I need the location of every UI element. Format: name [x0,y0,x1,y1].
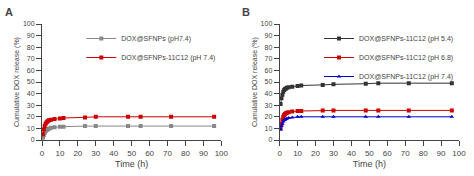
svg-text:20: 20 [264,113,272,120]
svg-text:DOX@SFNPs (pH7.4): DOX@SFNPs (pH7.4) [121,35,191,43]
svg-text:30: 30 [91,149,100,158]
svg-text:30: 30 [264,102,272,109]
svg-text:20: 20 [311,149,320,158]
svg-text:60: 60 [27,67,35,74]
svg-text:40: 40 [27,90,35,97]
svg-text:40: 40 [347,149,356,158]
svg-text:A: A [5,6,13,18]
svg-text:DOX@SFNPs-11C12 (pH 6.8): DOX@SFNPs-11C12 (pH 6.8) [359,54,453,62]
svg-text:70: 70 [264,55,272,62]
svg-text:10: 10 [55,149,64,158]
svg-text:0: 0 [268,136,272,143]
svg-text:0: 0 [40,149,45,158]
svg-text:20: 20 [27,113,35,120]
svg-text:60: 60 [145,149,154,158]
svg-text:50: 50 [27,78,35,85]
svg-text:DOX@SFNPs-11C12 (pH 7.4): DOX@SFNPs-11C12 (pH 7.4) [359,73,453,81]
svg-text:30: 30 [329,149,338,158]
svg-text:60: 60 [383,149,392,158]
svg-text:90: 90 [437,149,446,158]
svg-text:0: 0 [31,136,35,143]
svg-text:B: B [242,6,250,18]
svg-text:DOX@SFNPs-11C12 (pH 5.4): DOX@SFNPs-11C12 (pH 5.4) [359,35,453,43]
svg-text:Cumulative DOX release (%): Cumulative DOX release (%) [251,37,259,127]
svg-text:10: 10 [264,125,272,132]
svg-text:70: 70 [163,149,172,158]
svg-text:0: 0 [277,149,282,158]
svg-text:Time (h): Time (h) [115,159,148,169]
svg-text:70: 70 [27,55,35,62]
svg-text:90: 90 [199,149,208,158]
svg-text:100: 100 [261,20,273,27]
svg-text:Cumulative DOX release (%): Cumulative DOX release (%) [13,37,21,127]
svg-text:100: 100 [452,149,466,158]
svg-text:10: 10 [293,149,302,158]
svg-text:40: 40 [264,90,272,97]
svg-text:DOX@SFNPs-11C12 (pH 7.4): DOX@SFNPs-11C12 (pH 7.4) [121,54,215,62]
svg-text:70: 70 [401,149,410,158]
svg-text:Time (h): Time (h) [353,159,386,169]
svg-text:30: 30 [27,102,35,109]
svg-text:20: 20 [73,149,82,158]
svg-text:90: 90 [27,32,35,39]
svg-text:50: 50 [365,149,374,158]
svg-text:100: 100 [215,149,229,158]
svg-text:80: 80 [27,44,35,51]
svg-text:50: 50 [264,78,272,85]
svg-text:50: 50 [127,149,136,158]
svg-text:90: 90 [264,32,272,39]
svg-text:40: 40 [109,149,118,158]
svg-text:60: 60 [264,67,272,74]
svg-text:80: 80 [419,149,428,158]
svg-text:80: 80 [264,44,272,51]
svg-text:80: 80 [181,149,190,158]
svg-text:10: 10 [27,125,35,132]
svg-text:100: 100 [23,20,35,27]
